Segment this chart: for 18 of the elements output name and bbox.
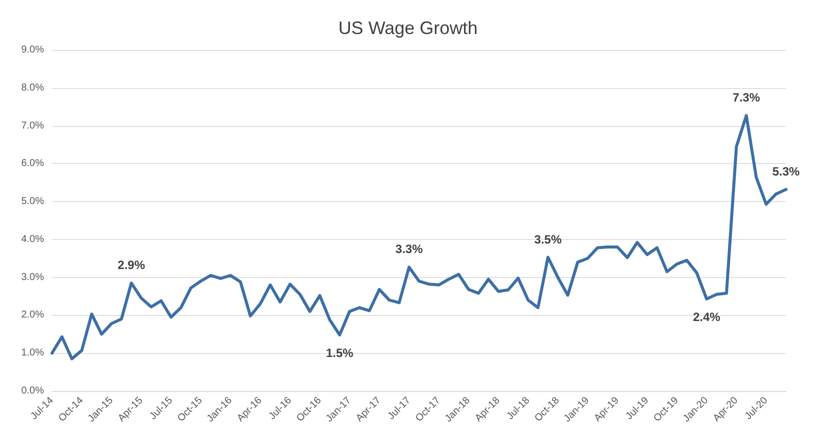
data-label: 1.5% — [326, 346, 354, 360]
y-tick-label: 0.0% — [21, 386, 44, 396]
y-tick-label: 7.0% — [21, 120, 44, 132]
data-label: 2.9% — [118, 258, 146, 272]
chart-title: US Wage Growth — [338, 18, 478, 38]
y-tick-label: 4.0% — [21, 234, 44, 245]
y-tick-label: 9.0% — [21, 44, 44, 56]
y-tick-label: 1.0% — [21, 348, 44, 359]
y-tick-label: 5.0% — [21, 196, 44, 208]
data-label: 7.3% — [732, 90, 760, 105]
data-label: 3.5% — [534, 232, 562, 246]
data-label: 2.4% — [692, 310, 721, 324]
y-tick-label: 8.0% — [21, 82, 44, 94]
data-label: 3.3% — [395, 242, 424, 256]
y-tick-label: 3.0% — [21, 272, 44, 283]
data-label: 5.3% — [772, 164, 800, 178]
y-tick-label: 6.0% — [21, 158, 44, 170]
y-tick-label: 2.0% — [21, 310, 44, 321]
